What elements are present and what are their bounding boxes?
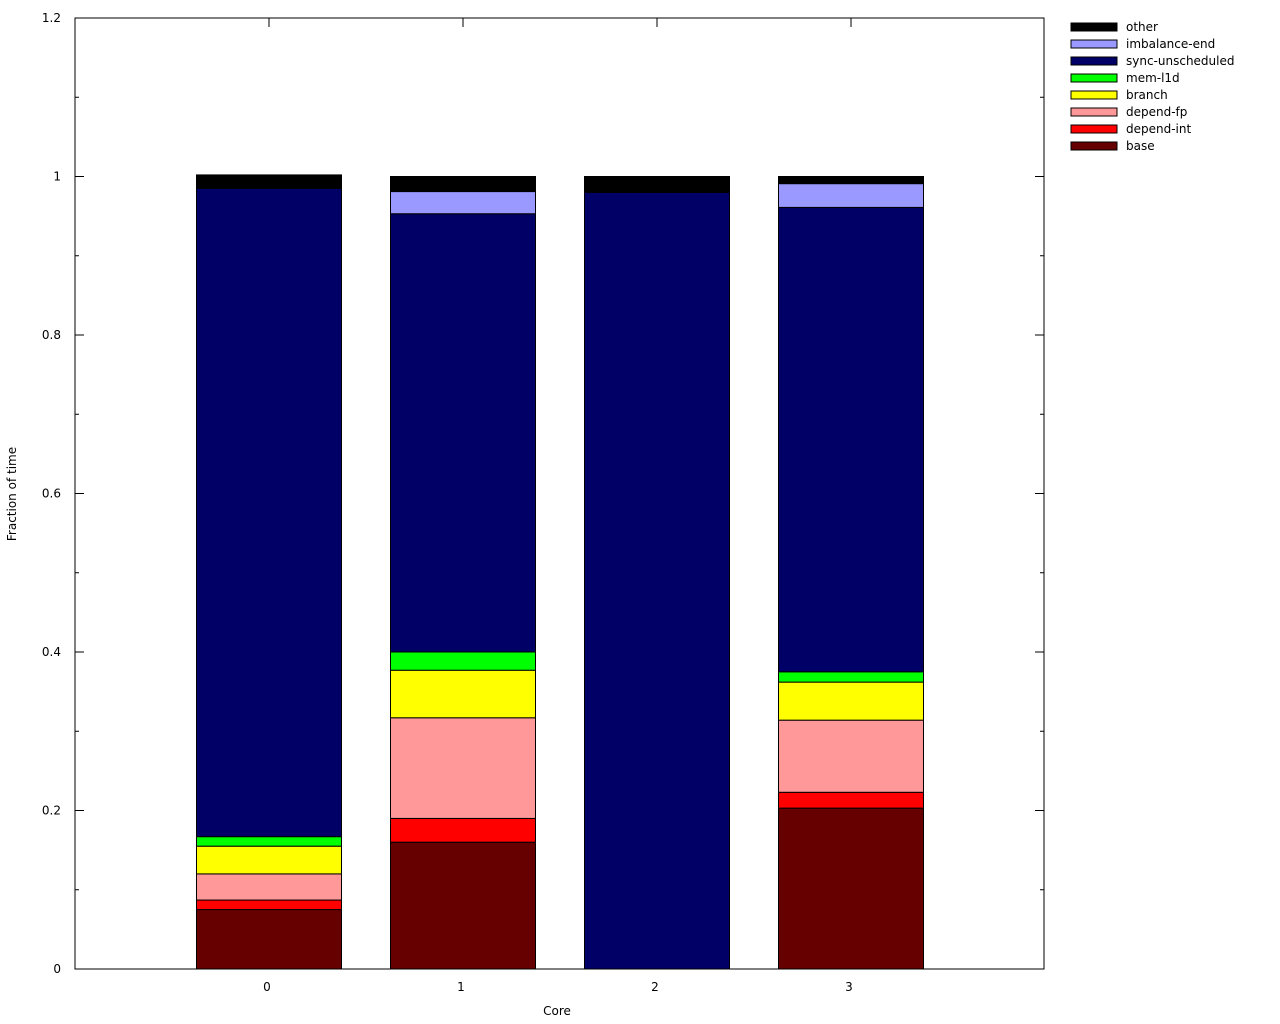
y-tick-label: 0.2 bbox=[42, 804, 61, 818]
y-tick-label: 0.8 bbox=[42, 328, 61, 342]
plot-frame bbox=[74, 17, 1045, 970]
bar-segment-depend-int-core-3 bbox=[778, 791, 924, 809]
legend-label-mem-l1d: mem-l1d bbox=[1126, 71, 1180, 85]
bar-segment-depend-fp-core-0 bbox=[196, 873, 342, 901]
legend-swatch-mem-l1d bbox=[1070, 73, 1118, 83]
y-tick-labels: 0 0.2 0.4 0.6 0.8 1 1.2 bbox=[42, 11, 61, 976]
bar-segment-base-core-1 bbox=[390, 841, 536, 970]
legend-label-other: other bbox=[1126, 20, 1158, 34]
legend-swatch-base bbox=[1070, 141, 1118, 151]
bar-segment-branch-core-3 bbox=[778, 681, 924, 721]
bar-segment-depend-int-core-1 bbox=[390, 817, 536, 843]
bar-segment-sync-unscheduled-core-3 bbox=[778, 206, 924, 673]
legend-swatch-imbalance-end bbox=[1070, 39, 1118, 49]
legend-swatch-other bbox=[1070, 22, 1118, 32]
x-axis-label: Core bbox=[543, 1004, 571, 1018]
x-tick-labels: 0 1 2 3 bbox=[263, 980, 853, 994]
bar-segment-depend-fp-core-1 bbox=[390, 717, 536, 819]
bar-segment-mem-l1d-core-3 bbox=[778, 671, 924, 683]
bar-segment-branch-core-1 bbox=[390, 669, 536, 719]
legend-label-branch: branch bbox=[1126, 88, 1168, 102]
legend-swatch-sync-unscheduled bbox=[1070, 56, 1118, 66]
y-tick-label: 1 bbox=[53, 170, 61, 184]
bar-segment-mem-l1d-core-1 bbox=[390, 651, 536, 671]
bar-segment-depend-int-core-0 bbox=[196, 899, 342, 911]
x-tick-label: 1 bbox=[457, 980, 465, 994]
bars bbox=[196, 174, 924, 970]
bar-segment-other-core-1 bbox=[390, 176, 536, 193]
y-tick-label: 0.6 bbox=[42, 487, 61, 501]
bar-segment-sync-unscheduled-core-2 bbox=[584, 191, 730, 970]
y-tick-label: 0 bbox=[53, 962, 61, 976]
bar-segment-imbalance-end-core-1 bbox=[390, 191, 536, 215]
legend-label-base: base bbox=[1126, 139, 1155, 153]
legend-swatch-branch bbox=[1070, 90, 1118, 100]
legend-swatch-depend-int bbox=[1070, 124, 1118, 134]
legend-label-depend-int: depend-int bbox=[1126, 122, 1191, 136]
y-tick-label: 0.4 bbox=[42, 645, 61, 659]
bar-segment-other-core-2 bbox=[584, 176, 730, 193]
x-tick-label: 3 bbox=[845, 980, 853, 994]
bar-segment-branch-core-0 bbox=[196, 845, 342, 875]
legend-label-depend-fp: depend-fp bbox=[1126, 105, 1187, 119]
bar-segment-mem-l1d-core-0 bbox=[196, 836, 342, 847]
legend-swatch-depend-fp bbox=[1070, 107, 1118, 117]
legend-label-imbalance-end: imbalance-end bbox=[1126, 37, 1215, 51]
x-tick-label: 0 bbox=[263, 980, 271, 994]
bar-segment-sync-unscheduled-core-1 bbox=[390, 213, 536, 653]
bar-segment-imbalance-end-core-3 bbox=[778, 183, 924, 208]
bar-segment-base-core-3 bbox=[778, 807, 924, 970]
legend-label-sync-unscheduled: sync-unscheduled bbox=[1126, 54, 1235, 68]
x-tick-label: 2 bbox=[651, 980, 659, 994]
bar-segment-other-core-3 bbox=[778, 176, 924, 185]
bar-segment-sync-unscheduled-core-0 bbox=[196, 187, 342, 838]
y-tick-label: 1.2 bbox=[42, 11, 61, 25]
bar-segment-depend-fp-core-3 bbox=[778, 719, 924, 793]
y-axis-label: Fraction of time bbox=[5, 447, 19, 541]
bar-segment-base-core-0 bbox=[196, 909, 342, 970]
legend: other imbalance-end sync-unscheduled mem-l1… bbox=[1070, 20, 1235, 153]
bar-segment-other-core-0 bbox=[196, 174, 342, 189]
